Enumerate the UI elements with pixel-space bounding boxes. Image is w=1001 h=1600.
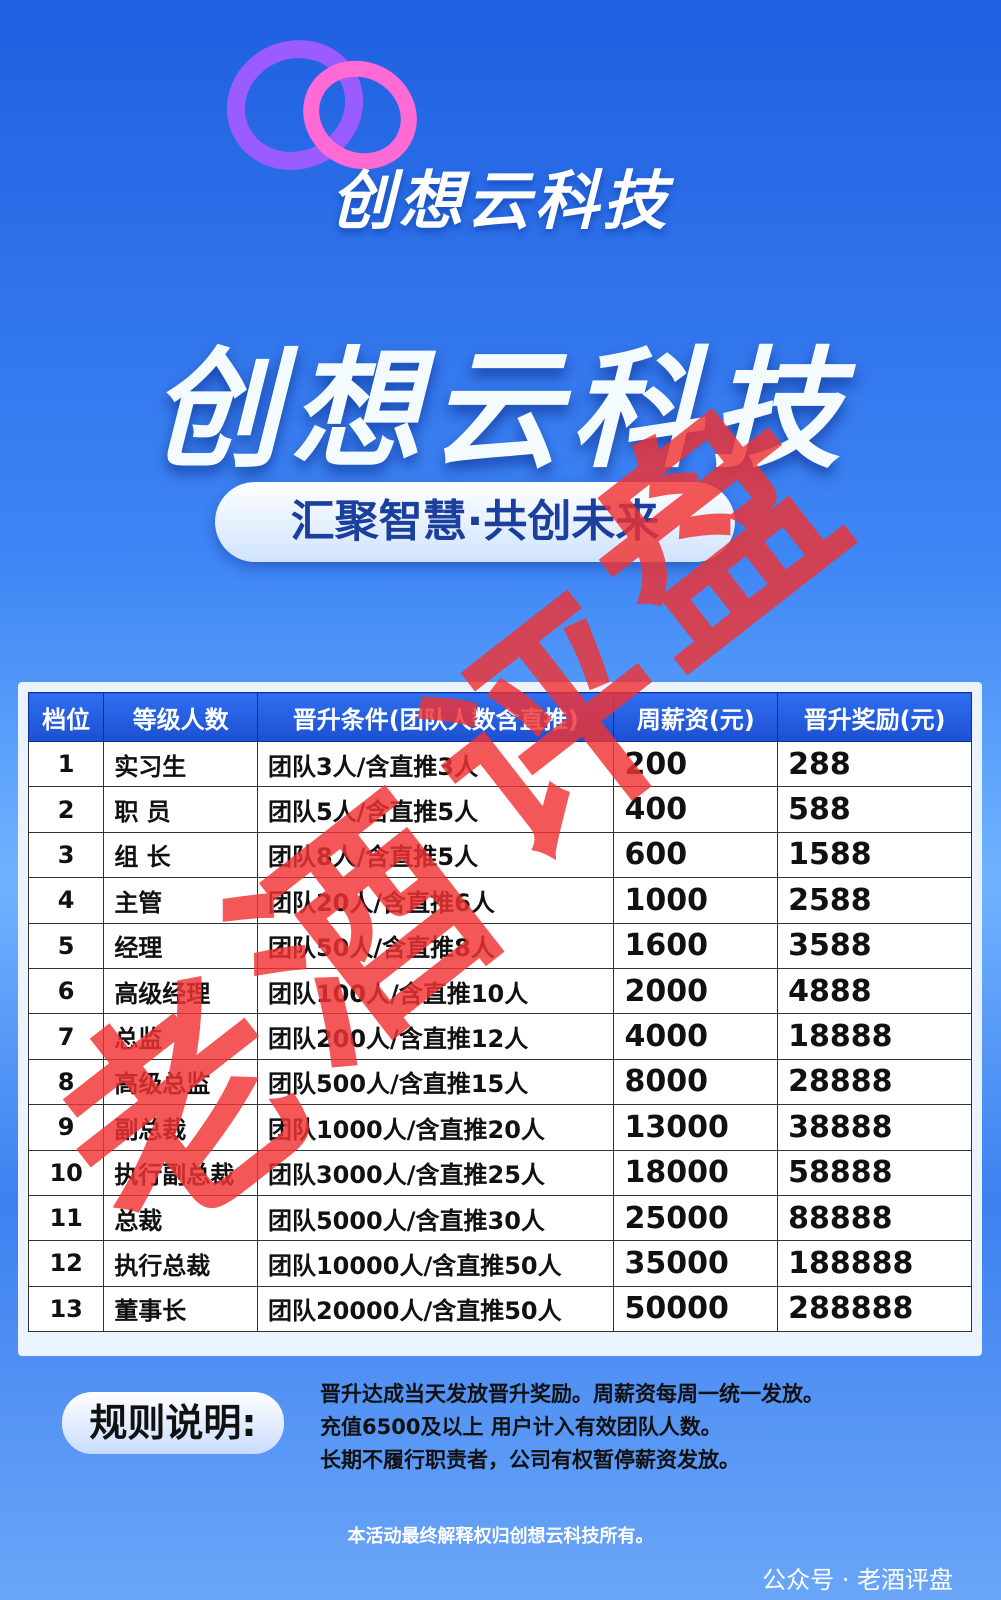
table-cell: 团队5000人/含直推30人	[256, 1194, 615, 1242]
table-cell: 8	[27, 1058, 105, 1106]
column-header: 周薪资(元)	[613, 692, 779, 742]
table-cell: 总监	[103, 1013, 258, 1060]
table-cell: 2588	[777, 877, 972, 924]
table-cell: 主管	[103, 877, 258, 924]
table-cell: 11	[27, 1194, 105, 1242]
table-cell: 团队20000人/含直推50人	[256, 1285, 615, 1333]
table-cell: 实习生	[103, 740, 258, 788]
table-row: 11 总裁 团队5000人/含直推30人 25000 88888	[27, 1194, 972, 1242]
header-row: 档位 等级人数 晋升条件(团队人数含直推) 周薪资(元) 晋升奖励(元)	[27, 692, 972, 742]
table-cell: 执行副总裁	[103, 1149, 258, 1196]
table-cell: 3588	[777, 922, 972, 969]
table-cell: 4	[27, 877, 105, 924]
table-row: 6 高级经理 团队100人/含直推10人 2000 4888	[27, 967, 972, 1015]
table-cell: 职 员	[103, 786, 258, 833]
table-cell: 高级经理	[103, 967, 258, 1015]
account: 公众号 · 老酒评盘	[762, 1566, 953, 1594]
table-row: 4 主管 团队20人/含直推6人 1000 2588	[27, 877, 972, 924]
table-cell: 200	[613, 740, 779, 788]
table-row: 13 董事长 团队20000人/含直推50人 50000 288888	[27, 1285, 972, 1333]
table-cell: 25000	[613, 1194, 779, 1242]
logo-text: 创想云科技	[330, 165, 671, 239]
rules-label: 规则说明:	[62, 1392, 284, 1454]
table-cell: 5	[27, 922, 105, 969]
table-cell: 400	[613, 786, 779, 833]
promotion-table: 档位 等级人数 晋升条件(团队人数含直推) 周薪资(元) 晋升奖励(元) 1 实习生 团队3…	[27, 692, 972, 1333]
table-row: 10 执行副总裁 团队3000人/含直推25人 18000 58888	[27, 1149, 972, 1196]
table-cell: 10	[27, 1149, 105, 1196]
table-cell: 18000	[613, 1149, 779, 1196]
table-cell: 288888	[777, 1285, 972, 1333]
table-cell: 团队10000人/含直推50人	[256, 1240, 615, 1287]
table-cell: 1	[27, 740, 105, 788]
column-header: 晋升奖励(元)	[777, 692, 972, 742]
column-header: 等级人数	[103, 692, 258, 742]
table-cell: 1000	[613, 877, 779, 924]
table-cell: 执行总裁	[103, 1240, 258, 1287]
table-cell: 38888	[777, 1104, 972, 1151]
table-cell: 4000	[613, 1013, 779, 1060]
table-cell: 2000	[613, 967, 779, 1015]
table-cell: 588	[777, 786, 972, 833]
rule-line: 晋升达成当天发放晋升奖励。周薪资每周一统一发放。	[320, 1382, 824, 1406]
table-cell: 团队5人/含直推5人	[256, 786, 615, 833]
table-cell: 288	[777, 740, 972, 788]
table-cell: 4888	[777, 967, 972, 1015]
column-header: 档位	[27, 692, 105, 742]
table-cell: 团队3人/含直推3人	[256, 740, 615, 788]
table-cell: 28888	[777, 1058, 972, 1106]
table-cell: 18888	[777, 1013, 972, 1060]
table-cell: 团队1000人/含直推20人	[256, 1104, 615, 1151]
table-cell: 团队500人/含直推15人	[256, 1058, 615, 1106]
table-cell: 3	[27, 831, 105, 879]
table-cell: 35000	[613, 1240, 779, 1287]
table-cell: 13000	[613, 1104, 779, 1151]
table-cell: 13	[27, 1285, 105, 1333]
table-cell: 58888	[777, 1149, 972, 1196]
rules-text: 晋升达成当天发放晋升奖励。周薪资每周一统一发放。 充值6500及以上 用户计入有效…	[320, 1378, 824, 1477]
table-cell: 经理	[103, 922, 258, 969]
table-cell: 2	[27, 786, 105, 833]
table-cell: 团队20人/含直推6人	[256, 877, 615, 924]
table-cell: 1600	[613, 922, 779, 969]
table-cell: 7	[27, 1013, 105, 1060]
table-cell: 副总裁	[103, 1104, 258, 1151]
table-cell: 8000	[613, 1058, 779, 1106]
table-body: 1 实习生 团队3人/含直推3人 200 288 2 职 员团队5人/含直推5人 400 588…	[27, 740, 972, 1333]
rule-line: 长期不履行职责者，公司有权暂停薪资发放。	[320, 1448, 740, 1472]
table-cell: 1588	[777, 831, 972, 879]
table-cell: 团队200人/含直推12人	[256, 1013, 615, 1060]
table-cell: 董事长	[103, 1285, 258, 1333]
table-cell: 总裁	[103, 1194, 258, 1242]
table-cell: 600	[613, 831, 779, 879]
footer-note: 本活动最终解释权归创想云科技所有。	[347, 1526, 654, 1547]
table-cell: 高级总监	[103, 1058, 258, 1106]
table-cell: 团队50人/含直推8人	[256, 922, 615, 969]
table-row: 8 高级总监 团队500人/含直推15人 8000 28888	[27, 1058, 972, 1106]
table-cell: 团队3000人/含直推25人	[256, 1149, 615, 1196]
brand-title: 创想云科技	[150, 334, 851, 486]
table-row: 5 经理 团队50人/含直推8人 1600 3588	[27, 922, 972, 969]
table-cell: 6	[27, 967, 105, 1015]
table-cell: 188888	[777, 1240, 972, 1287]
table-cell: 88888	[777, 1194, 972, 1242]
table-cell: 团队100人/含直推10人	[256, 967, 615, 1015]
slogan: 汇聚智慧·共创未来	[215, 482, 735, 562]
logo-icon	[226, 40, 417, 170]
table-cell: 9	[27, 1104, 105, 1151]
table-row: 12 执行总裁 团队10000人/含直推50人 35000 188888	[27, 1240, 972, 1287]
rule-line: 充值6500及以上 用户计入有效团队人数。	[320, 1415, 722, 1439]
table-cell: 组 长	[103, 831, 258, 879]
table-cell: 50000	[613, 1285, 779, 1333]
table-row: 7 总监 团队200人/含直推12人 4000 18888	[27, 1013, 972, 1060]
table-cell: 12	[27, 1240, 105, 1287]
table-cell: 团队8人/含直推5人	[256, 831, 615, 879]
column-header: 晋升条件(团队人数含直推)	[256, 692, 615, 742]
table-row: 9 副总裁 团队1000人/含直推20人 13000 38888	[27, 1104, 972, 1151]
table-row: 1 实习生 团队3人/含直推3人 200 288	[27, 740, 972, 788]
